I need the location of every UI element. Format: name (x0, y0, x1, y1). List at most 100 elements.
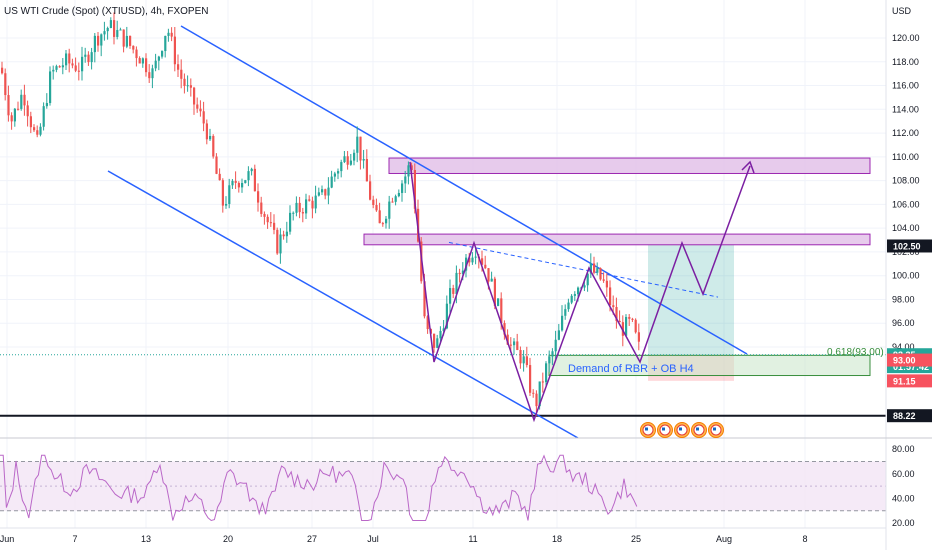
price-badge-bg (887, 374, 932, 388)
candle-body (241, 182, 244, 188)
candle-body (138, 58, 141, 64)
economic-events[interactable] (640, 422, 724, 438)
candle (253, 164, 256, 192)
candle-body (385, 218, 388, 224)
candle-body (471, 257, 474, 263)
flag-icon[interactable] (674, 422, 690, 438)
price-tick-label: 104.00 (892, 223, 920, 233)
candle-body (84, 54, 87, 57)
candle (119, 27, 122, 31)
candle-body (266, 216, 269, 223)
candle-body (570, 295, 573, 303)
time-axis[interactable]: Jun 7 13 20 27 Jul 11 18 25 Aug 8 (0, 534, 808, 544)
candle (490, 271, 493, 282)
flag-icon[interactable] (708, 422, 724, 438)
candle-body (65, 53, 68, 66)
candle-body (39, 126, 42, 135)
candle (324, 188, 327, 200)
candle-body (225, 203, 228, 206)
candle (378, 202, 381, 224)
candle (634, 318, 637, 334)
time-tick-label: 25 (631, 534, 641, 544)
dashed-trendline[interactable] (448, 241, 719, 298)
candle (177, 54, 180, 77)
supply-zone-mid[interactable] (363, 233, 871, 246)
candle-body (81, 56, 84, 72)
candle (132, 45, 135, 54)
candle-body (106, 27, 109, 32)
candle-body (369, 181, 372, 200)
candle-body (109, 20, 112, 28)
channel-lower-line[interactable] (107, 170, 579, 439)
rsi-tick-label: 20.00 (892, 518, 915, 528)
candle (4, 68, 7, 101)
time-tick-label: 7 (72, 534, 77, 544)
rsi-pane (0, 454, 886, 522)
supply-zone-top[interactable] (388, 157, 871, 174)
candle-body (333, 173, 336, 177)
candle-body (145, 58, 148, 73)
candle (365, 149, 368, 182)
candle-body (519, 349, 522, 364)
candle (148, 64, 151, 83)
candle (87, 51, 90, 66)
candle-body (436, 338, 439, 348)
candle (93, 33, 96, 63)
candle-body (545, 363, 548, 383)
symbol-title[interactable]: US WTI Crude (Spot) (XTIUSD), 4h, FXOPEN (4, 6, 208, 17)
candle-body (125, 35, 128, 47)
demand-zone-label: Demand of RBR + OB H4 (568, 363, 694, 375)
candle-body (20, 94, 23, 109)
flag-icon[interactable] (691, 422, 707, 438)
candle (279, 228, 282, 264)
candle-body (52, 69, 55, 72)
candle (599, 267, 602, 281)
candle-body (282, 234, 285, 237)
candle (26, 100, 29, 127)
candle-body (263, 213, 266, 217)
candle-body (100, 34, 103, 46)
candle-body (193, 87, 196, 105)
candles (1, 12, 640, 417)
price-badge-label: 88.22 (893, 411, 916, 421)
candle-body (1, 67, 4, 74)
candle-body (42, 106, 45, 127)
candle-body (23, 94, 26, 106)
candle (116, 20, 119, 40)
candle-body (250, 168, 253, 172)
time-tick-label: Jul (367, 534, 379, 544)
candle (234, 171, 237, 190)
candle-body (426, 316, 429, 330)
flag-icon[interactable] (657, 422, 673, 438)
candle (356, 126, 359, 163)
candle-body (413, 169, 416, 209)
candle (129, 35, 132, 49)
candle (68, 48, 71, 73)
time-tick-label: 13 (141, 534, 151, 544)
candle-body (567, 302, 570, 310)
candle (151, 64, 154, 89)
candle (484, 255, 487, 270)
candle-body (445, 303, 448, 329)
flag-icon[interactable] (640, 422, 656, 438)
time-tick-label: 27 (307, 534, 317, 544)
channel-upper-line[interactable] (180, 25, 748, 355)
candle (327, 177, 330, 205)
candle (637, 323, 640, 351)
candle (55, 64, 58, 73)
grid (0, 0, 886, 528)
price-badge: 93.00 (887, 353, 932, 367)
candle-body (330, 176, 333, 188)
candle (212, 134, 215, 159)
candle-body (269, 222, 272, 224)
candle-body (205, 123, 208, 140)
candle (161, 50, 164, 59)
candle (282, 230, 285, 240)
candle-body (167, 32, 170, 36)
candle (625, 314, 628, 337)
candle-body (74, 65, 77, 71)
projected-path[interactable] (409, 161, 751, 423)
price-tick-label: 116.00 (892, 81, 919, 91)
candle-body (61, 65, 64, 68)
